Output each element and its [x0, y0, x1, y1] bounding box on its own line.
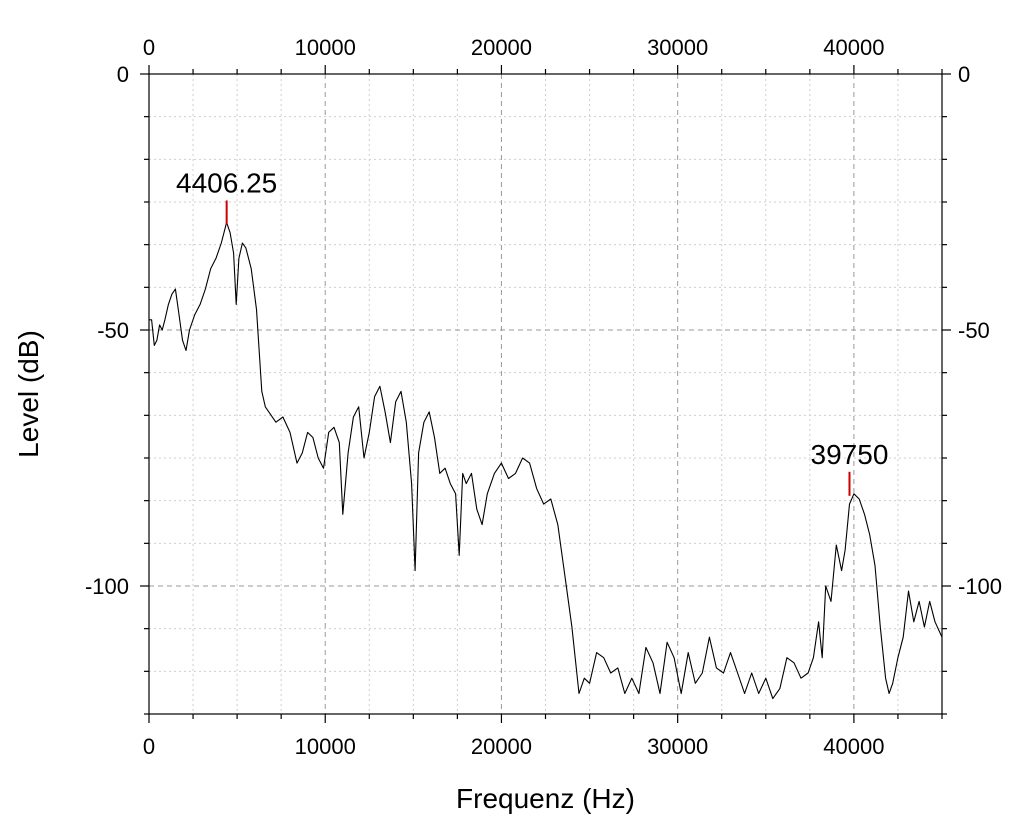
x-axis-title: Frequenz (Hz) [456, 783, 635, 814]
y-tick-label-left: 0 [117, 62, 129, 87]
grid [149, 74, 942, 714]
axis-ticks [140, 65, 951, 723]
y-axis-title: Level (dB) [13, 330, 44, 458]
y-tick-label-left: -100 [85, 574, 129, 599]
peak-annotations: 4406.25 39750 [176, 167, 889, 496]
x-tick-label-top: 20000 [471, 35, 532, 60]
peak-label: 4406.25 [176, 167, 277, 198]
spectrum-line [149, 221, 943, 700]
spectrum-plot [149, 221, 943, 700]
y-tick-label-right: -50 [958, 318, 990, 343]
x-tick-label-top: 40000 [823, 35, 884, 60]
y-tick-label-right: 0 [958, 62, 970, 87]
x-tick-label-top: 0 [143, 35, 155, 60]
x-tick-label-bottom: 10000 [295, 734, 356, 759]
x-tick-label-top: 30000 [647, 35, 708, 60]
peak-label: 39750 [811, 439, 889, 470]
x-tick-label-bottom: 40000 [823, 734, 884, 759]
y-tick-label-left: -50 [97, 318, 129, 343]
y-tick-label-right: -100 [958, 574, 1002, 599]
tick-labels: 0010000100002000020000300003000040000400… [85, 35, 1002, 759]
x-tick-label-bottom: 20000 [471, 734, 532, 759]
x-tick-label-top: 10000 [295, 35, 356, 60]
x-tick-label-bottom: 0 [143, 734, 155, 759]
x-tick-label-bottom: 30000 [647, 734, 708, 759]
